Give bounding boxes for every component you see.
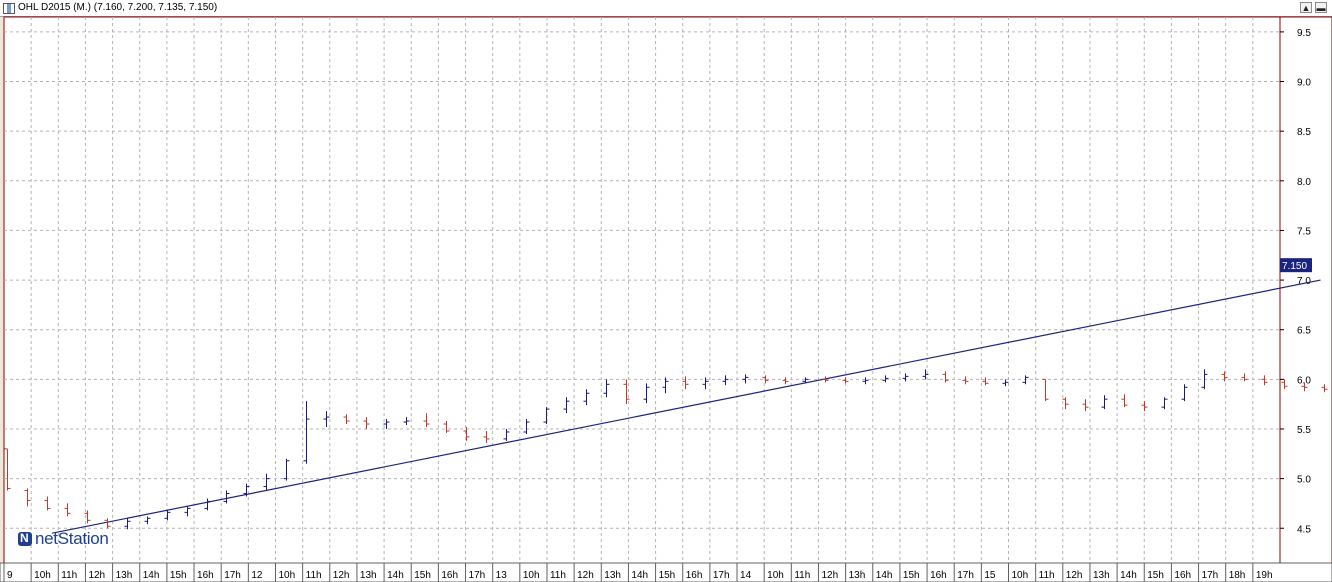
chart-window-icon <box>3 3 15 14</box>
last-price-label: 7.150 <box>1282 261 1307 272</box>
window-title: OHL D2015 (M.) (7.160, 7.200, 7.135, 7.1… <box>18 2 218 13</box>
x-tick-label: 19h <box>1256 570 1273 581</box>
x-tick-label: 12h <box>821 570 838 581</box>
x-tick-label: 15 <box>984 570 996 581</box>
netstation-logo: netStation <box>18 528 109 550</box>
x-tick-label: 11h <box>794 570 810 581</box>
y-tick-label: 5.0 <box>1297 475 1311 486</box>
x-tick-label: 14 <box>740 570 752 581</box>
x-tick-label: 15h <box>170 570 187 581</box>
x-tick-label: 15h <box>659 570 676 581</box>
x-tick-label: 14h <box>387 570 404 581</box>
x-tick-label: 12h <box>333 570 350 581</box>
y-tick-label: 7.0 <box>1297 276 1311 287</box>
x-tick-label: 16h <box>1174 570 1191 581</box>
y-tick-label: 9.5 <box>1297 28 1311 39</box>
x-tick-label: 12h <box>577 570 594 581</box>
minimize-button[interactable]: ▬ <box>1315 2 1327 13</box>
x-tick-label: 10h <box>523 570 540 581</box>
logo-text: netStation <box>35 529 109 548</box>
x-tick-label: 13h <box>1093 570 1110 581</box>
x-tick-label: 14h <box>1120 570 1137 581</box>
x-tick-label: 18h <box>1229 570 1246 581</box>
x-tick-label: 11h <box>550 570 566 581</box>
y-tick-label: 8.0 <box>1297 177 1311 188</box>
x-tick-label: 16h <box>197 570 214 581</box>
y-axis-panel <box>1279 16 1332 564</box>
x-axis-panel <box>0 562 1332 582</box>
x-tick-label: 15h <box>414 570 431 581</box>
x-tick-label: 10h <box>1012 570 1029 581</box>
x-tick-label: 11h <box>306 570 322 581</box>
x-tick-label: 17h <box>469 570 486 581</box>
x-tick-label: 16h <box>686 570 703 581</box>
y-tick-label: 4.5 <box>1297 524 1311 535</box>
x-tick-label: 13 <box>496 570 508 581</box>
x-tick-label: 12h <box>88 570 105 581</box>
y-tick-label: 8.5 <box>1297 127 1311 138</box>
y-tick-label: 5.5 <box>1297 425 1311 436</box>
x-tick-label: 10h <box>34 570 51 581</box>
plot-area <box>3 16 1281 564</box>
x-tick-label: 9 <box>7 570 13 581</box>
x-tick-label: 11h <box>1039 570 1055 581</box>
netstation-logo-icon <box>18 531 32 546</box>
x-tick-label: 13h <box>116 570 133 581</box>
x-tick-label: 17h <box>1202 570 1219 581</box>
y-tick-label: 7.5 <box>1297 226 1311 237</box>
x-tick-label: 16h <box>441 570 458 581</box>
x-tick-label: 13h <box>604 570 621 581</box>
x-tick-label: 17h <box>957 570 974 581</box>
x-tick-label: 11h <box>61 570 77 581</box>
y-tick-label: 6.0 <box>1297 375 1311 386</box>
x-tick-label: 13h <box>360 570 377 581</box>
last-price-tag <box>1280 258 1312 273</box>
x-tick-label: 12 <box>251 570 263 581</box>
x-tick-label: 17h <box>224 570 241 581</box>
scroll-up-button[interactable]: ▲ <box>1300 2 1312 13</box>
x-tick-label: 14h <box>631 570 648 581</box>
x-tick-label: 13h <box>849 570 866 581</box>
x-tick-label: 16h <box>930 570 947 581</box>
x-tick-label: 15h <box>903 570 920 581</box>
x-tick-label: 15h <box>1147 570 1164 581</box>
x-tick-label: 10h <box>278 570 295 581</box>
x-tick-label: 14h <box>143 570 160 581</box>
x-tick-label: 17h <box>713 570 730 581</box>
x-tick-label: 14h <box>876 570 893 581</box>
x-tick-label: 10h <box>767 570 784 581</box>
y-tick-label: 6.5 <box>1297 326 1311 337</box>
y-tick-label: 9.0 <box>1297 78 1311 89</box>
x-tick-label: 12h <box>1066 570 1083 581</box>
support-trendline <box>51 279 1321 534</box>
